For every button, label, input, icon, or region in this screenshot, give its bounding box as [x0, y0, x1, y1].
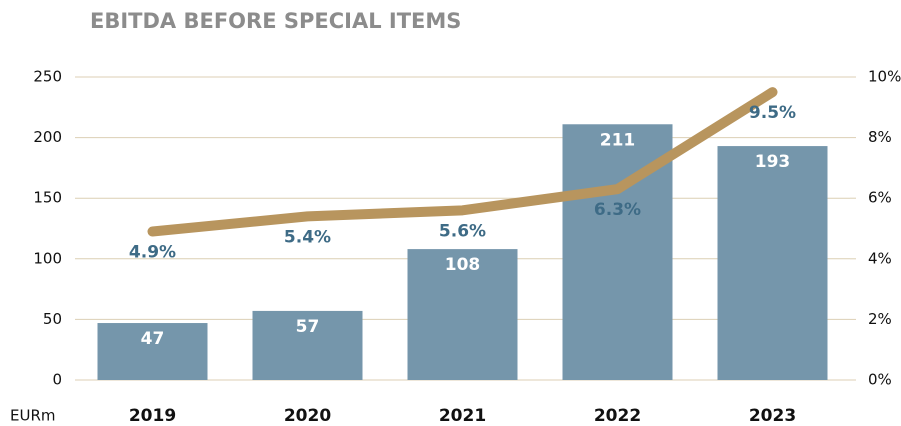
line	[147, 87, 778, 237]
x-tick-label: 2019	[129, 406, 176, 426]
line-value-label: 5.6%	[439, 221, 486, 241]
y-tick-label: 250	[33, 68, 62, 86]
x-tick-label: 2020	[284, 406, 331, 426]
y-tick-label: 50	[43, 310, 62, 328]
line-value-label: 6.3%	[594, 200, 641, 220]
x-tick-label: 2023	[749, 406, 796, 426]
bar-value-label: 47	[141, 329, 165, 349]
y2-tick-label: 10%	[868, 68, 901, 86]
line-value-label: 4.9%	[129, 243, 176, 263]
bar-value-label: 193	[755, 152, 791, 172]
y-tick-label: 150	[33, 189, 62, 207]
bar	[407, 249, 518, 380]
line-value-label: 9.5%	[749, 103, 796, 123]
bar-value-label: 211	[600, 130, 636, 150]
bar	[252, 310, 363, 380]
y-tick-label: 100	[33, 249, 62, 267]
x-tick-label: 2022	[594, 406, 641, 426]
y-axis-unit: EURm	[10, 407, 56, 425]
y2-tick-label: 8%	[868, 128, 892, 146]
y2-tick-label: 0%	[868, 371, 892, 389]
bar-value-label: 57	[296, 317, 320, 337]
y-tick-label: 0	[52, 371, 62, 389]
line-value-label: 5.4%	[284, 227, 331, 247]
y2-tick-label: 4%	[868, 249, 892, 267]
y2-tick-label: 6%	[868, 189, 892, 207]
x-tick-label: 2021	[439, 406, 486, 426]
bar	[717, 146, 828, 380]
bar	[97, 323, 208, 380]
y2-tick-label: 2%	[868, 310, 892, 328]
bar-value-label: 108	[445, 255, 481, 275]
y-tick-label: 200	[33, 128, 62, 146]
chart-title: EBITDA BEFORE SPECIAL ITEMS	[90, 9, 461, 33]
